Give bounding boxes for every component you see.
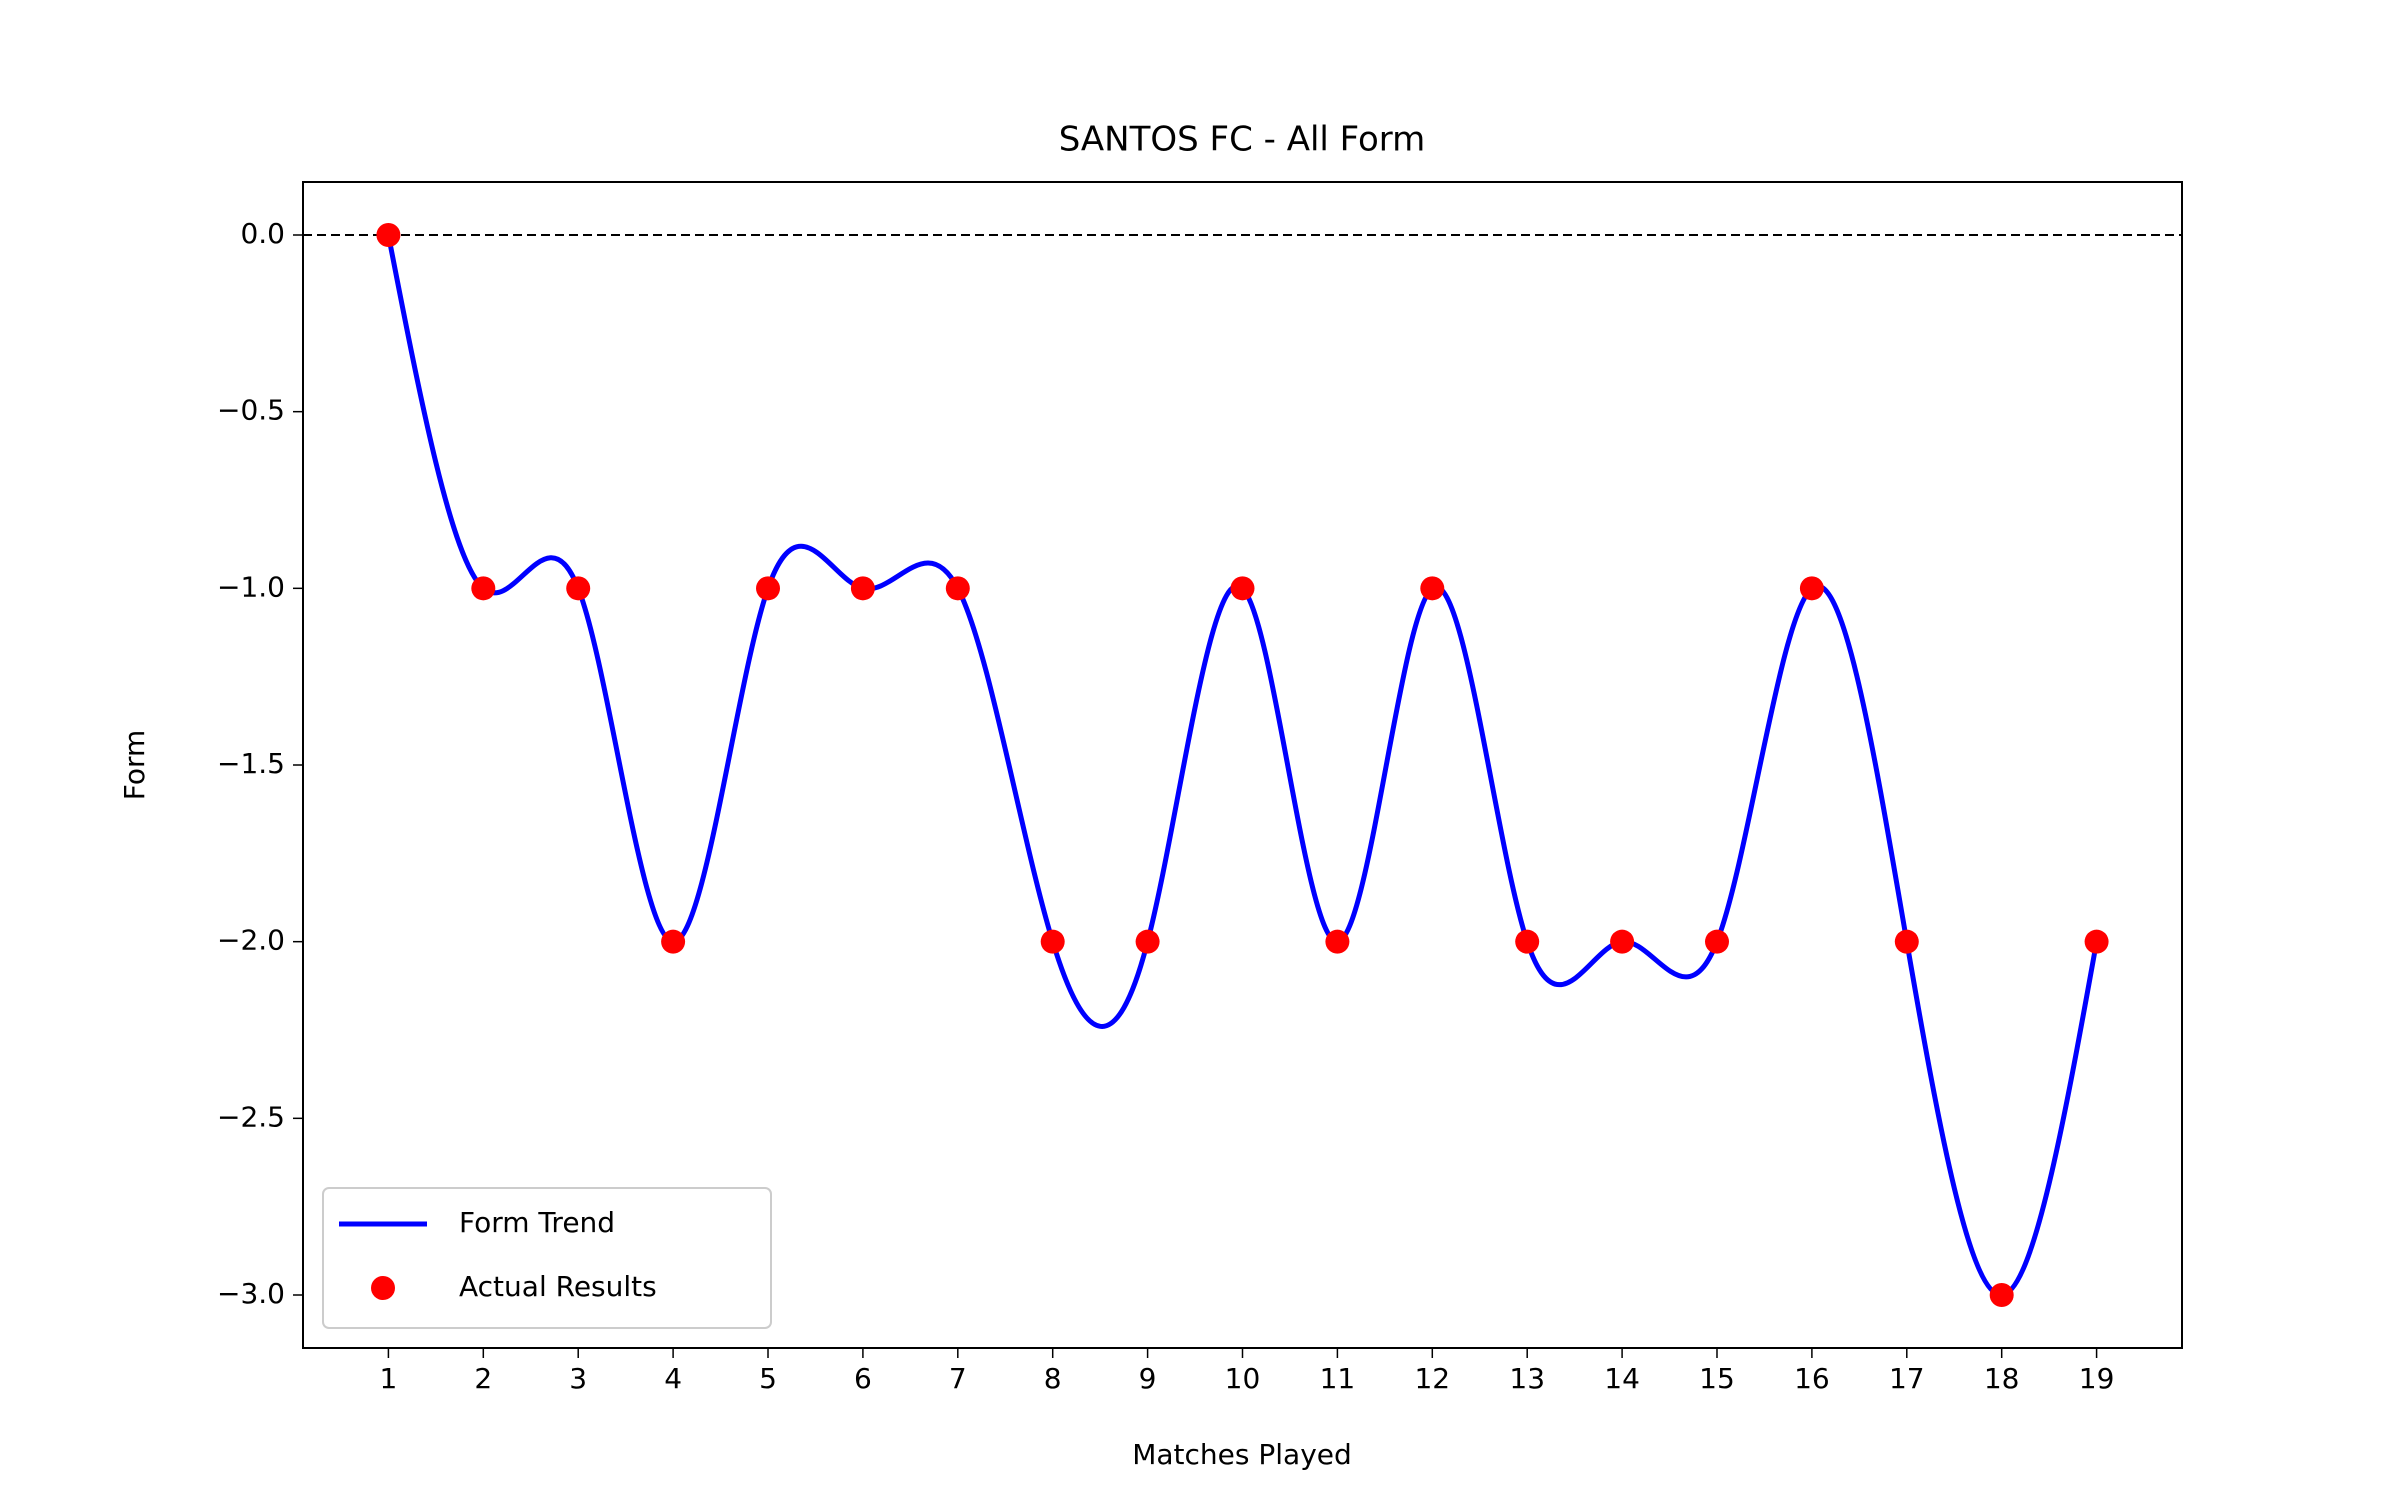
- scatter-point: [376, 223, 401, 247]
- y-tick-label: −2.0: [217, 924, 285, 957]
- x-tick-label: 16: [1794, 1362, 1830, 1395]
- scatter-point: [1704, 929, 1729, 954]
- scatter-point: [1040, 929, 1065, 954]
- y-tick-label: −1.0: [217, 570, 285, 603]
- scatter-point: [1420, 576, 1445, 601]
- x-tick-label: 2: [474, 1362, 492, 1395]
- x-tick-label: 17: [1889, 1362, 1925, 1395]
- x-tick-label: 19: [2079, 1362, 2115, 1395]
- x-tick-label: 13: [1509, 1362, 1545, 1395]
- x-tick-label: 7: [949, 1362, 967, 1395]
- chart-title: SANTOS FC - All Form: [1059, 120, 1426, 160]
- x-tick-label: 4: [664, 1362, 682, 1395]
- x-tick-label: 6: [854, 1362, 872, 1395]
- legend-label: Form Trend: [459, 1206, 615, 1239]
- x-tick-label: 5: [759, 1362, 777, 1395]
- y-tick-label: −0.5: [217, 394, 285, 427]
- x-tick-label: 8: [1044, 1362, 1062, 1395]
- scatter-point: [566, 576, 591, 601]
- scatter-point: [661, 929, 686, 954]
- scatter-point: [471, 576, 496, 601]
- scatter-point: [945, 576, 970, 601]
- scatter-point: [1230, 576, 1255, 601]
- scatter-point: [850, 576, 875, 601]
- x-tick-label: 1: [379, 1362, 397, 1395]
- y-axis-label: Form: [118, 730, 151, 801]
- scatter-point: [1989, 1283, 2014, 1307]
- scatter-point: [2084, 929, 2109, 954]
- scatter-point: [1325, 929, 1350, 954]
- scatter-point: [756, 576, 781, 601]
- y-tick-label: −2.5: [217, 1100, 285, 1133]
- plot-frame: [302, 181, 2183, 1349]
- x-tick-label: 10: [1225, 1362, 1261, 1395]
- x-tick-label: 9: [1139, 1362, 1157, 1395]
- legend: Form Trend Actual Results: [322, 1187, 772, 1329]
- scatter-point: [1799, 576, 1824, 601]
- x-tick-label: 14: [1604, 1362, 1640, 1395]
- y-tick-label: −1.5: [217, 747, 285, 780]
- x-tick-label: 18: [1984, 1362, 2020, 1395]
- scatter-point: [1894, 929, 1919, 954]
- y-tick-label: 0.0: [240, 217, 285, 250]
- legend-box: [322, 1187, 772, 1329]
- x-tick-label: 15: [1699, 1362, 1735, 1395]
- x-tick-label: 11: [1320, 1362, 1356, 1395]
- scatter-point: [1610, 929, 1635, 954]
- x-tick-label: 12: [1414, 1362, 1450, 1395]
- y-tick-label: −3.0: [217, 1277, 285, 1310]
- x-tick-label: 3: [569, 1362, 587, 1395]
- scatter-point: [1135, 929, 1160, 954]
- scatter-point: [1515, 929, 1540, 954]
- x-axis-label: Matches Played: [1132, 1438, 1352, 1471]
- legend-swatch: [371, 1276, 395, 1300]
- legend-label: Actual Results: [459, 1270, 657, 1303]
